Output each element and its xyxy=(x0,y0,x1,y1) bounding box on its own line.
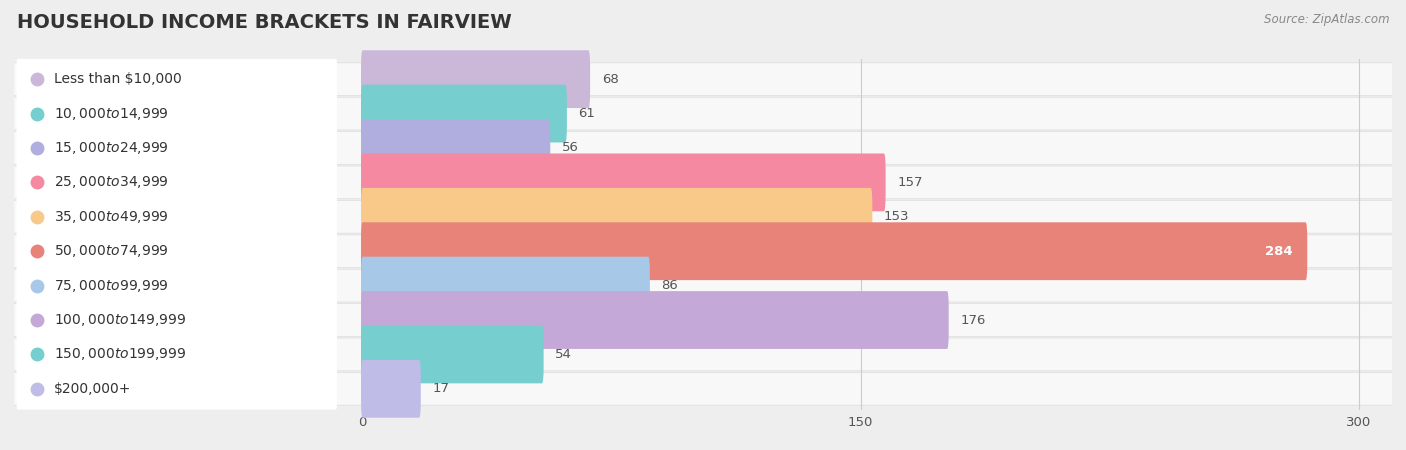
FancyBboxPatch shape xyxy=(17,196,337,238)
Text: $10,000 to $14,999: $10,000 to $14,999 xyxy=(53,106,169,122)
FancyBboxPatch shape xyxy=(11,63,1395,95)
Text: 176: 176 xyxy=(960,314,986,327)
Text: 284: 284 xyxy=(1265,245,1292,258)
Text: Less than $10,000: Less than $10,000 xyxy=(53,72,181,86)
FancyBboxPatch shape xyxy=(17,265,337,306)
Text: HOUSEHOLD INCOME BRACKETS IN FAIRVIEW: HOUSEHOLD INCOME BRACKETS IN FAIRVIEW xyxy=(17,14,512,32)
Text: 17: 17 xyxy=(433,382,450,396)
Text: $200,000+: $200,000+ xyxy=(53,382,131,396)
FancyBboxPatch shape xyxy=(361,222,1308,280)
FancyBboxPatch shape xyxy=(361,360,420,418)
FancyBboxPatch shape xyxy=(11,373,1395,405)
FancyBboxPatch shape xyxy=(361,325,544,383)
Text: $75,000 to $99,999: $75,000 to $99,999 xyxy=(53,278,169,293)
Text: 153: 153 xyxy=(884,210,910,223)
Text: Source: ZipAtlas.com: Source: ZipAtlas.com xyxy=(1264,14,1389,27)
FancyBboxPatch shape xyxy=(361,85,567,143)
FancyBboxPatch shape xyxy=(11,97,1395,130)
FancyBboxPatch shape xyxy=(361,153,886,212)
FancyBboxPatch shape xyxy=(17,93,337,134)
FancyBboxPatch shape xyxy=(11,235,1395,268)
FancyBboxPatch shape xyxy=(17,299,337,341)
FancyBboxPatch shape xyxy=(361,188,872,246)
FancyBboxPatch shape xyxy=(17,58,337,100)
FancyBboxPatch shape xyxy=(11,200,1395,233)
Text: 61: 61 xyxy=(578,107,595,120)
Text: $25,000 to $34,999: $25,000 to $34,999 xyxy=(53,175,169,190)
FancyBboxPatch shape xyxy=(361,256,650,315)
FancyBboxPatch shape xyxy=(361,50,591,108)
Text: $15,000 to $24,999: $15,000 to $24,999 xyxy=(53,140,169,156)
FancyBboxPatch shape xyxy=(11,338,1395,371)
Text: $100,000 to $149,999: $100,000 to $149,999 xyxy=(53,312,187,328)
FancyBboxPatch shape xyxy=(11,269,1395,302)
Text: $35,000 to $49,999: $35,000 to $49,999 xyxy=(53,209,169,225)
Text: $50,000 to $74,999: $50,000 to $74,999 xyxy=(53,243,169,259)
Text: 157: 157 xyxy=(897,176,922,189)
FancyBboxPatch shape xyxy=(17,368,337,410)
Text: $150,000 to $199,999: $150,000 to $199,999 xyxy=(53,346,187,362)
FancyBboxPatch shape xyxy=(361,291,949,349)
Text: 68: 68 xyxy=(602,72,619,86)
FancyBboxPatch shape xyxy=(11,131,1395,164)
Text: 86: 86 xyxy=(661,279,678,292)
FancyBboxPatch shape xyxy=(11,304,1395,337)
Text: 54: 54 xyxy=(555,348,572,361)
FancyBboxPatch shape xyxy=(17,162,337,203)
FancyBboxPatch shape xyxy=(17,334,337,375)
FancyBboxPatch shape xyxy=(17,127,337,169)
FancyBboxPatch shape xyxy=(11,166,1395,199)
FancyBboxPatch shape xyxy=(361,119,550,177)
FancyBboxPatch shape xyxy=(17,230,337,272)
Text: 56: 56 xyxy=(562,141,579,154)
